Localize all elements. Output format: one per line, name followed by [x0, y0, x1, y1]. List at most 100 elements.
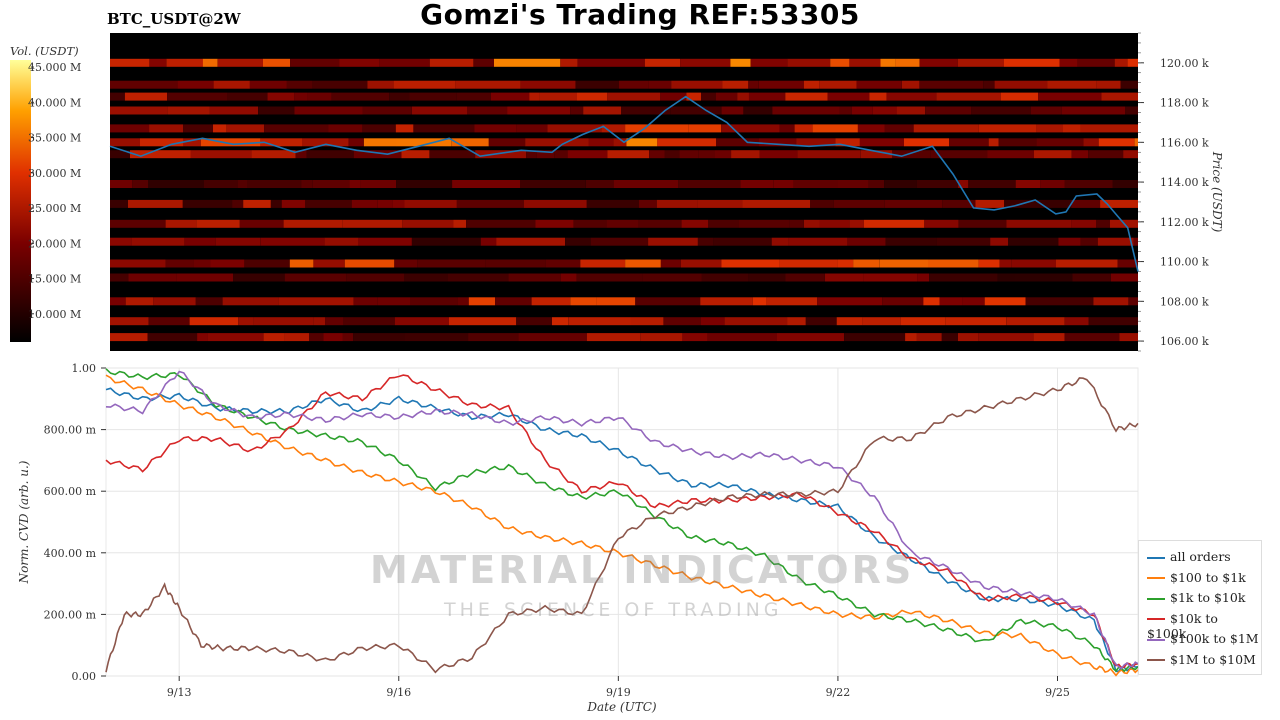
heat-cell — [721, 106, 744, 115]
heat-cell — [740, 180, 774, 188]
heat-cell — [496, 237, 565, 246]
heat-cell — [1064, 317, 1089, 326]
heat-cell — [936, 237, 991, 246]
heat-cell — [787, 58, 831, 67]
heat-cell — [766, 297, 818, 306]
heat-cell — [999, 259, 1012, 268]
heat-cell — [924, 219, 959, 228]
heat-cell — [583, 106, 622, 115]
heat-cell — [707, 333, 778, 342]
heat-cell — [360, 180, 397, 188]
heat-cell — [917, 333, 942, 342]
heat-cell — [287, 80, 313, 89]
heat-cell — [263, 333, 285, 342]
heat-cell — [849, 219, 864, 228]
heat-cell — [217, 58, 264, 67]
cvd-x-tick-label: 9/13 — [167, 686, 192, 699]
heat-cell — [748, 80, 759, 89]
heat-cell — [362, 124, 396, 133]
heat-cell — [351, 199, 378, 208]
heat-cell — [1038, 92, 1102, 101]
heat-cell — [1008, 237, 1059, 246]
heat-cell — [339, 58, 380, 67]
heat-cell — [640, 333, 683, 342]
cvd-x-tick-label: 9/25 — [1045, 686, 1070, 699]
heat-cell — [721, 259, 780, 268]
heat-cell — [226, 124, 265, 133]
cvd-x-tick-label: 9/16 — [386, 686, 411, 699]
heat-cell — [805, 317, 837, 326]
heat-cell — [177, 80, 214, 89]
heat-cell — [456, 199, 524, 208]
heat-cell — [900, 317, 946, 326]
heat-cell — [1034, 150, 1072, 159]
heat-cell — [167, 106, 210, 115]
heat-cell — [290, 58, 340, 67]
heat-cell — [227, 92, 268, 101]
heat-cell — [680, 58, 731, 67]
heat-cell — [342, 333, 354, 342]
heat-cell — [455, 80, 521, 89]
heat-cell — [130, 150, 191, 159]
heat-cell — [404, 273, 448, 282]
heat-cell — [588, 138, 614, 147]
heat-cell — [971, 106, 1031, 115]
heat-cell — [1006, 317, 1065, 326]
heat-cell — [485, 259, 546, 268]
heat-cell — [1025, 297, 1094, 306]
heat-cell — [928, 259, 979, 268]
heat-cell — [968, 180, 1016, 188]
heat-cell — [494, 58, 561, 67]
heat-cell — [697, 199, 743, 208]
heat-cell — [759, 150, 798, 159]
heat-cell — [925, 106, 972, 115]
price-tick-label: 110.00 k — [1160, 256, 1209, 269]
heat-cell — [1059, 58, 1078, 67]
heat-cell — [203, 180, 238, 188]
heat-cell — [195, 297, 223, 306]
heat-cell — [819, 80, 857, 89]
heat-cell — [748, 273, 786, 282]
heat-cell — [570, 106, 584, 115]
heat-cell — [586, 199, 640, 208]
heat-cell — [312, 80, 368, 89]
heat-cell — [110, 297, 126, 306]
legend-label: $100 to $1k — [1170, 569, 1246, 585]
cvd-y-tick-label: 800.00 m — [44, 424, 97, 437]
heatmap-panel: 45.000 M 40.000 M 35.000 M 30.000 M 25.000 M… — [10, 32, 1224, 352]
heat-cell — [348, 138, 364, 147]
cvd-x-tick-label: 9/22 — [826, 686, 851, 699]
heat-cell — [508, 273, 561, 282]
heat-cell — [869, 92, 887, 101]
heat-cell — [917, 273, 930, 282]
heat-cell — [233, 273, 285, 282]
heat-cell — [803, 219, 820, 228]
heat-cell — [788, 237, 848, 246]
legend-label: $1M to $10M — [1170, 651, 1256, 667]
heat-cell — [844, 333, 906, 342]
heat-cell — [1004, 58, 1060, 67]
heat-cell — [523, 199, 587, 208]
heat-cell — [1098, 138, 1135, 147]
heat-cell — [1114, 58, 1128, 67]
heat-cell — [362, 106, 412, 115]
heat-cell — [480, 237, 497, 246]
heat-cell — [635, 297, 701, 306]
heat-cell — [342, 219, 403, 228]
heat-cell — [132, 180, 149, 188]
heat-cell — [941, 333, 959, 342]
heat-cell — [213, 124, 227, 133]
heat-cell — [742, 199, 811, 208]
heat-cell — [473, 58, 494, 67]
heat-cell — [281, 199, 306, 208]
heat-cell — [567, 150, 608, 159]
heat-cell — [409, 92, 457, 101]
heat-cell — [1056, 259, 1118, 268]
heat-cell — [1071, 219, 1096, 228]
heat-cell — [862, 317, 901, 326]
heat-cell — [389, 92, 410, 101]
heat-cell — [904, 138, 950, 147]
heat-cell — [715, 150, 732, 159]
heat-cell — [207, 333, 264, 342]
heat-cell — [125, 297, 154, 306]
